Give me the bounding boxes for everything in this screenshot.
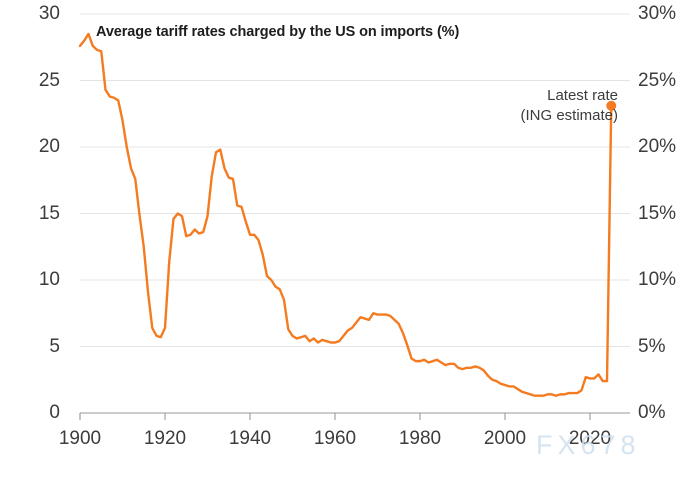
gridlines xyxy=(80,13,630,347)
x-axis-tick-label: 1920 xyxy=(143,428,187,449)
x-axis-ticks xyxy=(79,413,591,420)
x-axis-tick-label: 1980 xyxy=(398,428,442,449)
y-axis-left-tick-label: 0 xyxy=(49,402,60,423)
latest-rate-annotation: Latest rate (ING estimate) xyxy=(496,86,618,127)
latest-rate-dot xyxy=(606,100,617,111)
y-axis-right-tick-label: 20% xyxy=(638,136,677,157)
y-axis-left-tick-label: 5 xyxy=(49,335,60,357)
data-series-line xyxy=(78,32,613,397)
x-axis-tick-label: 2000 xyxy=(483,428,527,449)
y-axis-right-tick-label: 30% xyxy=(638,3,677,24)
annotation-line-1: Latest rate xyxy=(547,87,618,104)
y-axis-right-tick-label: 25% xyxy=(638,69,677,91)
y-axis-right-tick-label: 15% xyxy=(638,202,677,224)
y-axis-right-tick-label: 5% xyxy=(638,335,666,357)
y-axis-left-tick-label: 30 xyxy=(38,3,60,24)
y-axis-left-tick-label: 25 xyxy=(38,69,60,91)
latest-point-marker xyxy=(606,100,617,111)
chart-title: Average tariff rates charged by the US o… xyxy=(96,24,460,40)
x-axis-tick-label: 1900 xyxy=(58,428,102,449)
y-axis-left-tick-label: 15 xyxy=(38,202,60,224)
annotation-line-2: (ING estimate) xyxy=(520,107,618,125)
x-axis-tick-label: 1960 xyxy=(313,428,357,449)
y-axis-left-tick-label: 20 xyxy=(38,136,60,157)
x-axis-tick-label: 1940 xyxy=(228,428,272,449)
tariff-rate-line xyxy=(78,32,613,397)
y-axis-right-tick-label: 10% xyxy=(638,269,677,290)
x-axis-tick-label: 2020 xyxy=(568,428,612,449)
y-axis-right-tick-label: 0% xyxy=(638,402,666,423)
y-axis-left-tick-label: 10 xyxy=(38,269,60,290)
